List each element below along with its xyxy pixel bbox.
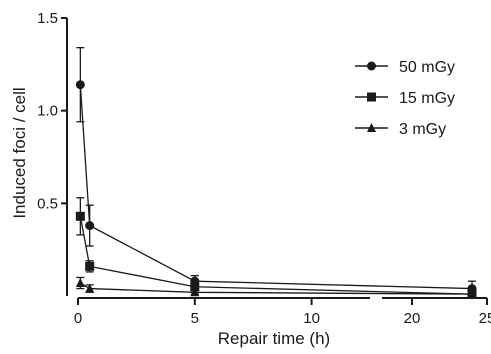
x-tick-label: 5 — [191, 310, 199, 327]
legend-marker — [367, 61, 376, 71]
data-point — [75, 80, 85, 90]
chart-legend: 50 mGy 15 mGy 3 mGy — [355, 59, 455, 138]
x-tick-label: 10 — [303, 310, 320, 327]
legend-item-50-mgy: 50 mGy — [355, 59, 455, 76]
legend-item-15-mgy: 15 mGy — [355, 90, 455, 107]
data-point — [75, 211, 85, 221]
legend-label: 50 mGy — [399, 59, 455, 76]
x-tick-label: 0 — [74, 310, 82, 327]
y-tick-label: 1.5 — [37, 10, 58, 27]
data-point — [190, 287, 200, 297]
legend-item-3-mgy: 3 mGy — [355, 121, 446, 138]
legend-marker — [367, 92, 376, 102]
legend-label: 15 mGy — [399, 90, 455, 107]
data-point — [85, 283, 95, 293]
legend-label: 3 mGy — [399, 121, 446, 138]
data-point — [85, 221, 95, 231]
chart-axes: 0.5 1.0 1.5 0 5 10 20 25 — [37, 10, 491, 327]
series-3-mgy — [75, 276, 477, 299]
chart-series — [75, 47, 477, 299]
data-point — [85, 261, 95, 271]
data-point — [75, 278, 85, 288]
y-tick-label: 1.0 — [37, 103, 58, 120]
x-axis-title: Repair time (h) — [218, 329, 330, 348]
series-line — [79, 216, 473, 295]
data-point — [190, 282, 200, 292]
x-tick-label: 25 — [479, 310, 491, 327]
x-tick-label: 20 — [404, 310, 421, 327]
data-point — [467, 289, 477, 299]
series-line — [80, 282, 473, 295]
y-axis-title: Induced foci / cell — [10, 87, 29, 218]
legend-marker — [367, 123, 376, 132]
series-50-mgy — [75, 47, 477, 297]
y-tick-label: 0.5 — [37, 195, 58, 212]
series-line — [79, 84, 473, 290]
